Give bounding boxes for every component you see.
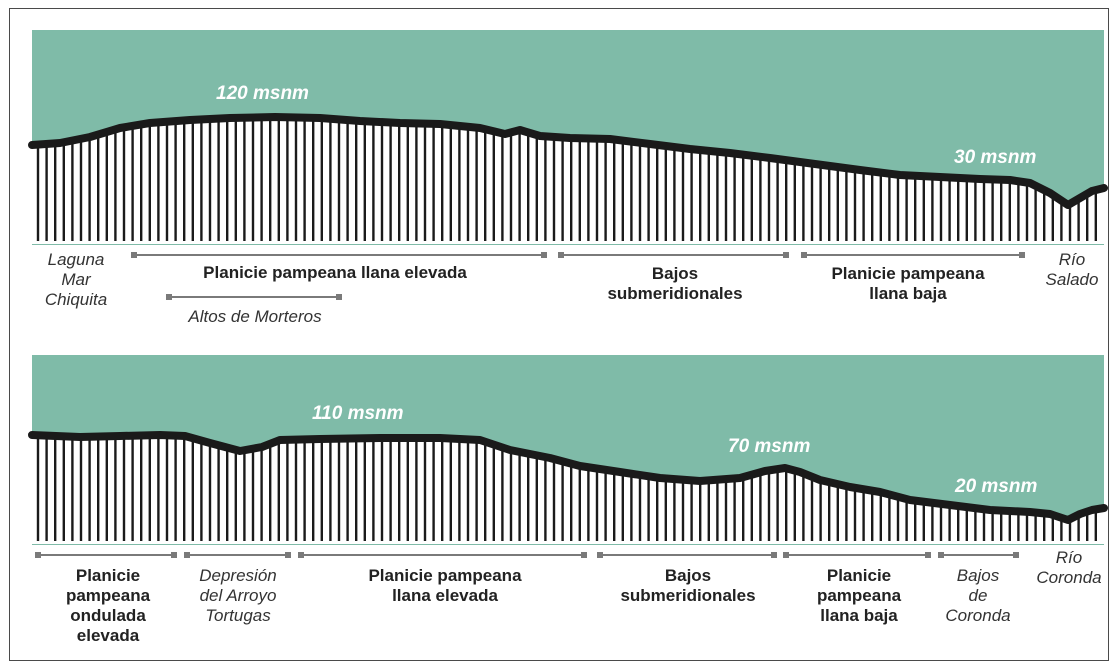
region-bar-end (771, 552, 777, 558)
region-bar-end (925, 552, 931, 558)
region-bar-end (1019, 252, 1025, 258)
region-bar-end (597, 552, 603, 558)
label-bajos-de-coronda: Bajos de Coronda (934, 566, 1022, 626)
region-bar-end (783, 552, 789, 558)
label-planicie-llana-elevada-top: Planicie pampeana llana elevada (150, 263, 520, 283)
label-rio-salado: Río Salado (1030, 250, 1114, 290)
region-bar-end (171, 552, 177, 558)
label-laguna-mar-chiquita: Laguna Mar Chiquita (36, 250, 116, 310)
region-bars-bottom (35, 552, 1019, 558)
elevation-label-top-low: 30 msnm (954, 147, 1036, 169)
label-planicie-ondulada-elevada: Planicie pampeana ondulada elevada (40, 566, 176, 646)
label-rio-coronda: Río Coronda (1024, 548, 1114, 588)
region-bar-end (801, 252, 807, 258)
region-bar-end (298, 552, 304, 558)
region-bar-end (558, 252, 564, 258)
region-bar-end (581, 552, 587, 558)
profile-bottom (32, 355, 1104, 558)
region-bar-end (336, 294, 342, 300)
region-bar-end (783, 252, 789, 258)
region-bar-end (285, 552, 291, 558)
elevation-label-top-peak: 120 msnm (216, 83, 309, 105)
label-planicie-llana-elevada-bottom: Planicie pampeana llana elevada (330, 566, 560, 606)
region-bar-end (35, 552, 41, 558)
region-bar-end (541, 252, 547, 258)
region-bar-end (1013, 552, 1019, 558)
elevation-label-bottom-low: 20 msnm (955, 476, 1037, 498)
elevation-label-bottom-peak: 110 msnm (312, 403, 404, 425)
label-bajos-submeridionales-top: Bajos submeridionales (570, 264, 780, 304)
label-planicie-llana-baja-bottom: Planicie pampeana llana baja (786, 566, 932, 626)
region-bar-end (938, 552, 944, 558)
elevation-label-bottom-mid: 70 msnm (728, 436, 810, 458)
profile-top (32, 30, 1104, 300)
region-bar-end (166, 294, 172, 300)
region-bar-end (131, 252, 137, 258)
label-depresion-arroyo-tortugas: Depresión del Arroyo Tortugas (180, 566, 296, 626)
label-planicie-llana-baja-top: Planicie pampeana llana baja (808, 264, 1008, 304)
label-bajos-submeridionales-bottom: Bajos submeridionales (585, 566, 791, 606)
label-altos-de-morteros: Altos de Morteros (160, 307, 350, 327)
region-bar-end (184, 552, 190, 558)
